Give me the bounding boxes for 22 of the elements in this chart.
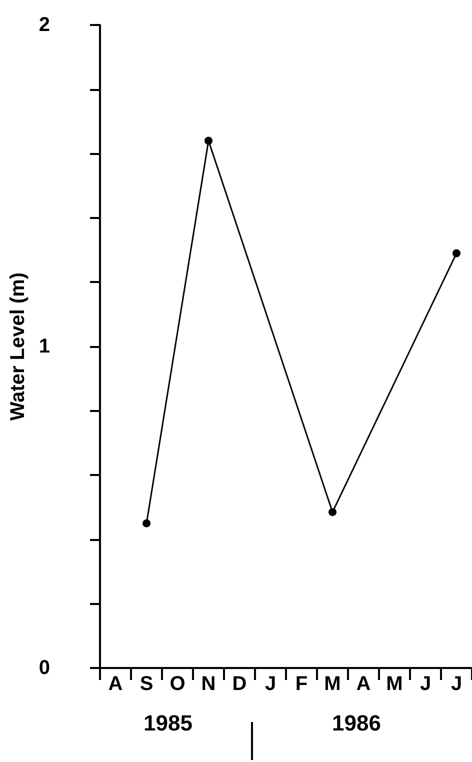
- point: [452, 249, 460, 258]
- y-tick-label: 2: [38, 14, 50, 36]
- x-tick-label: N: [201, 673, 216, 695]
- x-tick-label: J: [264, 673, 276, 695]
- x-tick-label: A: [356, 673, 371, 695]
- x-tick-label: A: [108, 673, 123, 695]
- x-tick-label: J: [420, 673, 432, 695]
- y-axis-title: Water Level (m): [7, 272, 29, 421]
- point: [142, 519, 151, 528]
- x-tick-label: M: [324, 673, 341, 695]
- point: [204, 136, 213, 145]
- x-tick-label: S: [140, 673, 154, 695]
- y-tick-label: 0: [38, 657, 50, 679]
- x-tick-label: J: [450, 673, 462, 695]
- x-tick-label: F: [295, 673, 308, 695]
- text: 1985: [144, 710, 192, 736]
- point: [328, 508, 337, 516]
- x-tick-label: M: [386, 673, 403, 695]
- x-tick-label: D: [232, 673, 247, 695]
- text: 1986: [332, 710, 381, 736]
- x-tick-label: O: [170, 673, 186, 695]
- y-tick-label: 1: [38, 336, 50, 358]
